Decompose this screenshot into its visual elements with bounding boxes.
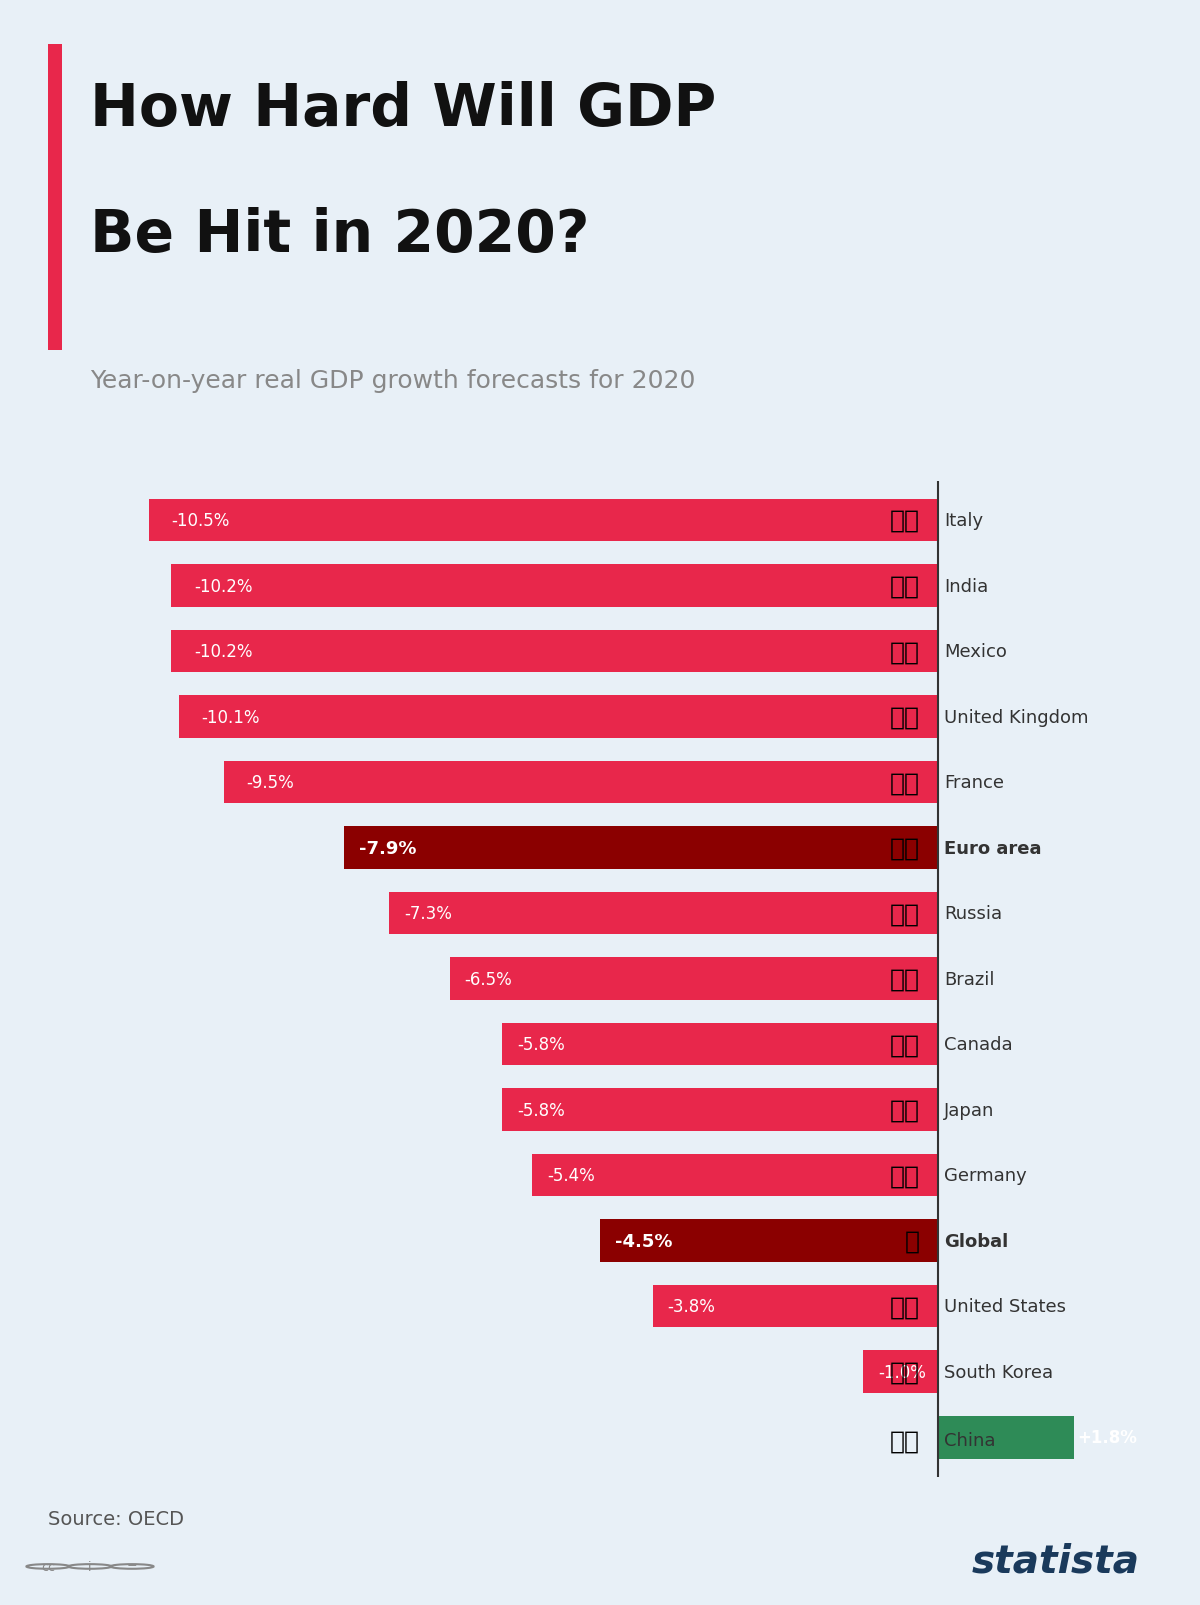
Text: Year-on-year real GDP growth forecasts for 2020: Year-on-year real GDP growth forecasts f… bbox=[90, 369, 695, 393]
Text: France: France bbox=[944, 774, 1004, 791]
Text: Euro area: Euro area bbox=[944, 839, 1042, 857]
Text: 🇨🇳: 🇨🇳 bbox=[889, 1428, 919, 1453]
Text: Global: Global bbox=[944, 1233, 1009, 1250]
Text: cc: cc bbox=[41, 1560, 55, 1573]
Text: China: China bbox=[944, 1432, 996, 1449]
Bar bbox=[503, 1024, 938, 1066]
Text: -1.0%: -1.0% bbox=[878, 1363, 926, 1380]
Text: South Korea: South Korea bbox=[944, 1363, 1054, 1380]
Text: 🇲🇽: 🇲🇽 bbox=[889, 640, 919, 664]
Text: -5.4%: -5.4% bbox=[547, 1167, 595, 1184]
Bar bbox=[600, 1220, 938, 1262]
Bar bbox=[48, 45, 62, 350]
Text: -10.5%: -10.5% bbox=[172, 512, 229, 530]
Bar bbox=[149, 499, 938, 542]
Text: statista: statista bbox=[972, 1541, 1140, 1579]
Text: United States: United States bbox=[944, 1297, 1067, 1316]
Text: 🇬🇧: 🇬🇧 bbox=[889, 705, 919, 729]
Text: =: = bbox=[127, 1560, 137, 1573]
Text: -9.5%: -9.5% bbox=[246, 774, 294, 791]
Text: 🇷🇺: 🇷🇺 bbox=[889, 902, 919, 926]
Text: Be Hit in 2020?: Be Hit in 2020? bbox=[90, 207, 589, 263]
Text: 🇰🇷: 🇰🇷 bbox=[889, 1359, 919, 1384]
Text: How Hard Will GDP: How Hard Will GDP bbox=[90, 80, 716, 138]
Bar bbox=[938, 1416, 1074, 1459]
Bar bbox=[503, 1088, 938, 1132]
Text: Japan: Japan bbox=[944, 1101, 995, 1119]
Bar bbox=[179, 697, 938, 738]
Bar bbox=[653, 1286, 938, 1327]
Text: +1.8%: +1.8% bbox=[1078, 1428, 1138, 1446]
Text: 🇮🇳: 🇮🇳 bbox=[889, 575, 919, 599]
Text: Brazil: Brazil bbox=[944, 969, 995, 989]
Text: 🇩🇪: 🇩🇪 bbox=[889, 1164, 919, 1188]
Text: 🇮🇹: 🇮🇹 bbox=[889, 509, 919, 533]
Text: -10.2%: -10.2% bbox=[194, 578, 252, 595]
Bar bbox=[172, 565, 938, 608]
Text: 🇯🇵: 🇯🇵 bbox=[889, 1098, 919, 1122]
Text: United Kingdom: United Kingdom bbox=[944, 708, 1088, 725]
Text: Russia: Russia bbox=[944, 905, 1002, 923]
Bar bbox=[224, 761, 938, 804]
Text: -7.9%: -7.9% bbox=[359, 839, 416, 857]
Text: 🇫🇷: 🇫🇷 bbox=[889, 770, 919, 794]
Bar bbox=[344, 827, 938, 870]
Bar bbox=[172, 631, 938, 672]
Text: -5.8%: -5.8% bbox=[517, 1035, 565, 1053]
Bar bbox=[450, 958, 938, 1000]
Text: 🇪🇺: 🇪🇺 bbox=[889, 836, 919, 860]
Text: Source: OECD: Source: OECD bbox=[48, 1509, 184, 1528]
Text: -10.1%: -10.1% bbox=[202, 708, 260, 725]
Text: Italy: Italy bbox=[944, 512, 984, 530]
Text: -3.8%: -3.8% bbox=[667, 1297, 715, 1316]
Text: Mexico: Mexico bbox=[944, 642, 1007, 661]
Text: i: i bbox=[89, 1560, 91, 1573]
Text: -10.2%: -10.2% bbox=[194, 642, 252, 661]
Text: India: India bbox=[944, 578, 989, 595]
Bar bbox=[863, 1350, 938, 1393]
Text: Canada: Canada bbox=[944, 1035, 1013, 1053]
Text: Germany: Germany bbox=[944, 1167, 1027, 1184]
Text: 🇨🇦: 🇨🇦 bbox=[889, 1032, 919, 1056]
Bar bbox=[533, 1154, 938, 1197]
Text: 🇧🇷: 🇧🇷 bbox=[889, 968, 919, 990]
Text: 🇺🇸: 🇺🇸 bbox=[889, 1294, 919, 1318]
Text: -7.3%: -7.3% bbox=[404, 905, 452, 923]
Text: -4.5%: -4.5% bbox=[616, 1233, 672, 1250]
Bar bbox=[390, 892, 938, 934]
Text: -5.8%: -5.8% bbox=[517, 1101, 565, 1119]
Text: -6.5%: -6.5% bbox=[464, 969, 512, 989]
Text: 🌐: 🌐 bbox=[905, 1229, 919, 1254]
